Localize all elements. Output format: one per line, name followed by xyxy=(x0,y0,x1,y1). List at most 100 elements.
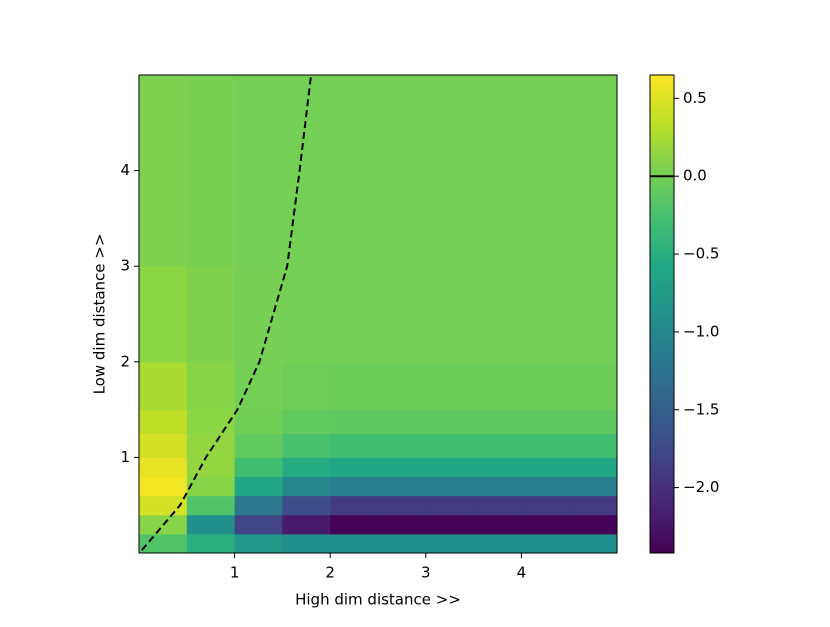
heatmap-cell xyxy=(139,266,188,363)
colorbar-tick-label: 0.0 xyxy=(683,167,707,185)
x-tick-label: 4 xyxy=(517,564,527,582)
y-axis-label: Low dim distance >> xyxy=(91,234,109,395)
y-tick-label: 3 xyxy=(120,257,130,275)
heatmap-cell xyxy=(282,495,331,516)
heatmap-cell xyxy=(139,409,188,434)
heatmap-cell xyxy=(378,495,427,516)
heatmap-cell xyxy=(330,75,379,267)
heatmap-cell xyxy=(569,514,618,535)
heatmap-cell xyxy=(425,409,475,434)
plot-frame xyxy=(138,74,618,554)
heatmap-cell xyxy=(234,266,283,363)
heatmap-cell xyxy=(425,433,475,458)
heatmap-cell xyxy=(378,476,427,497)
heatmap-cell xyxy=(569,495,618,516)
contour-line xyxy=(141,74,313,551)
x-tick-label: 3 xyxy=(421,564,431,582)
heatmap-cell xyxy=(378,533,427,554)
heatmap-cell xyxy=(425,457,475,478)
heatmap-cell xyxy=(473,533,522,554)
heatmap-cell xyxy=(521,361,570,411)
heatmap-cell xyxy=(282,409,331,434)
heatmap-cell xyxy=(186,457,236,478)
heatmap-cell xyxy=(473,361,522,411)
heatmap-cell xyxy=(139,457,188,478)
heatmap-cell xyxy=(569,533,618,554)
heatmap-cell xyxy=(473,457,522,478)
heatmap-cell xyxy=(186,476,236,497)
heatmap-cell xyxy=(378,409,427,434)
y-tick-label: 1 xyxy=(120,448,130,466)
heatmap-cell xyxy=(378,433,427,458)
heatmap-cell xyxy=(473,495,522,516)
heatmap-cell xyxy=(330,361,379,411)
heatmap-cell xyxy=(521,533,570,554)
heatmap-cell xyxy=(234,433,283,458)
heatmap-cell xyxy=(186,266,236,363)
heatmap-cell xyxy=(425,361,475,411)
heatmap-cell xyxy=(473,514,522,535)
heatmap-cell xyxy=(282,75,331,267)
heatmap-cell xyxy=(234,409,283,434)
heatmap-cell xyxy=(282,533,331,554)
colorbar xyxy=(649,74,675,554)
heatmap-cell xyxy=(569,409,618,434)
heatmap-cell xyxy=(521,409,570,434)
heatmap-cell xyxy=(521,433,570,458)
heatmap-cell xyxy=(234,75,283,267)
heatmap-cell xyxy=(234,361,283,411)
heatmap-cell xyxy=(139,433,188,458)
heatmap-cell xyxy=(139,75,188,267)
heatmap-cell xyxy=(282,476,331,497)
heatmap-cell xyxy=(473,409,522,434)
heatmap-cell xyxy=(330,433,379,458)
heatmap-cell xyxy=(234,495,283,516)
heatmap-cell xyxy=(521,457,570,478)
heatmap-cell xyxy=(521,476,570,497)
heatmap-cell xyxy=(282,457,331,478)
heatmap-cell xyxy=(330,495,379,516)
heatmap-cell xyxy=(425,75,475,267)
heatmap-cell xyxy=(569,457,618,478)
heatmap-cell xyxy=(378,457,427,478)
colorbar-tick-label: 0.5 xyxy=(683,89,707,107)
heatmap-cell xyxy=(521,514,570,535)
heatmap-cell xyxy=(378,514,427,535)
heatmap-cell xyxy=(234,514,283,535)
heatmap-cell xyxy=(378,75,427,267)
heatmap-cell xyxy=(282,266,331,363)
y-tick-label: 4 xyxy=(120,161,130,179)
heatmap-cell xyxy=(378,266,427,363)
x-tick-label: 2 xyxy=(325,564,335,582)
heatmap-cell xyxy=(378,361,427,411)
heatmap-cell xyxy=(234,476,283,497)
heatmap-cell xyxy=(330,457,379,478)
heatmap-cell xyxy=(139,533,188,554)
heatmap-cell xyxy=(521,266,570,363)
heatmap-cell xyxy=(330,409,379,434)
heatmap-cell xyxy=(425,514,475,535)
heatmap-cell xyxy=(569,476,618,497)
heatmap-cell xyxy=(186,409,236,434)
heatmap-cell xyxy=(139,495,188,516)
heatmap-cell xyxy=(330,533,379,554)
heatmap-cell xyxy=(330,266,379,363)
heatmap-cell xyxy=(473,433,522,458)
heatmap-cell xyxy=(521,75,570,267)
heatmap-cell xyxy=(569,433,618,458)
heatmap-cell xyxy=(186,495,236,516)
heatmap-cell xyxy=(186,361,236,411)
heatmap-cell xyxy=(186,533,236,554)
x-tick-label: 1 xyxy=(230,564,240,582)
heatmap-cell xyxy=(569,75,618,267)
heatmap-cell xyxy=(330,476,379,497)
heatmap-cell xyxy=(282,514,331,535)
heatmap-cell xyxy=(234,533,283,554)
heatmap-cell xyxy=(139,476,188,497)
heatmap-cell xyxy=(282,361,331,411)
x-axis-label: High dim distance >> xyxy=(295,591,461,609)
heatmap-cell xyxy=(282,433,331,458)
heatmap-cell xyxy=(186,514,236,535)
heatmap-cell xyxy=(473,266,522,363)
heatmap-cell xyxy=(473,476,522,497)
